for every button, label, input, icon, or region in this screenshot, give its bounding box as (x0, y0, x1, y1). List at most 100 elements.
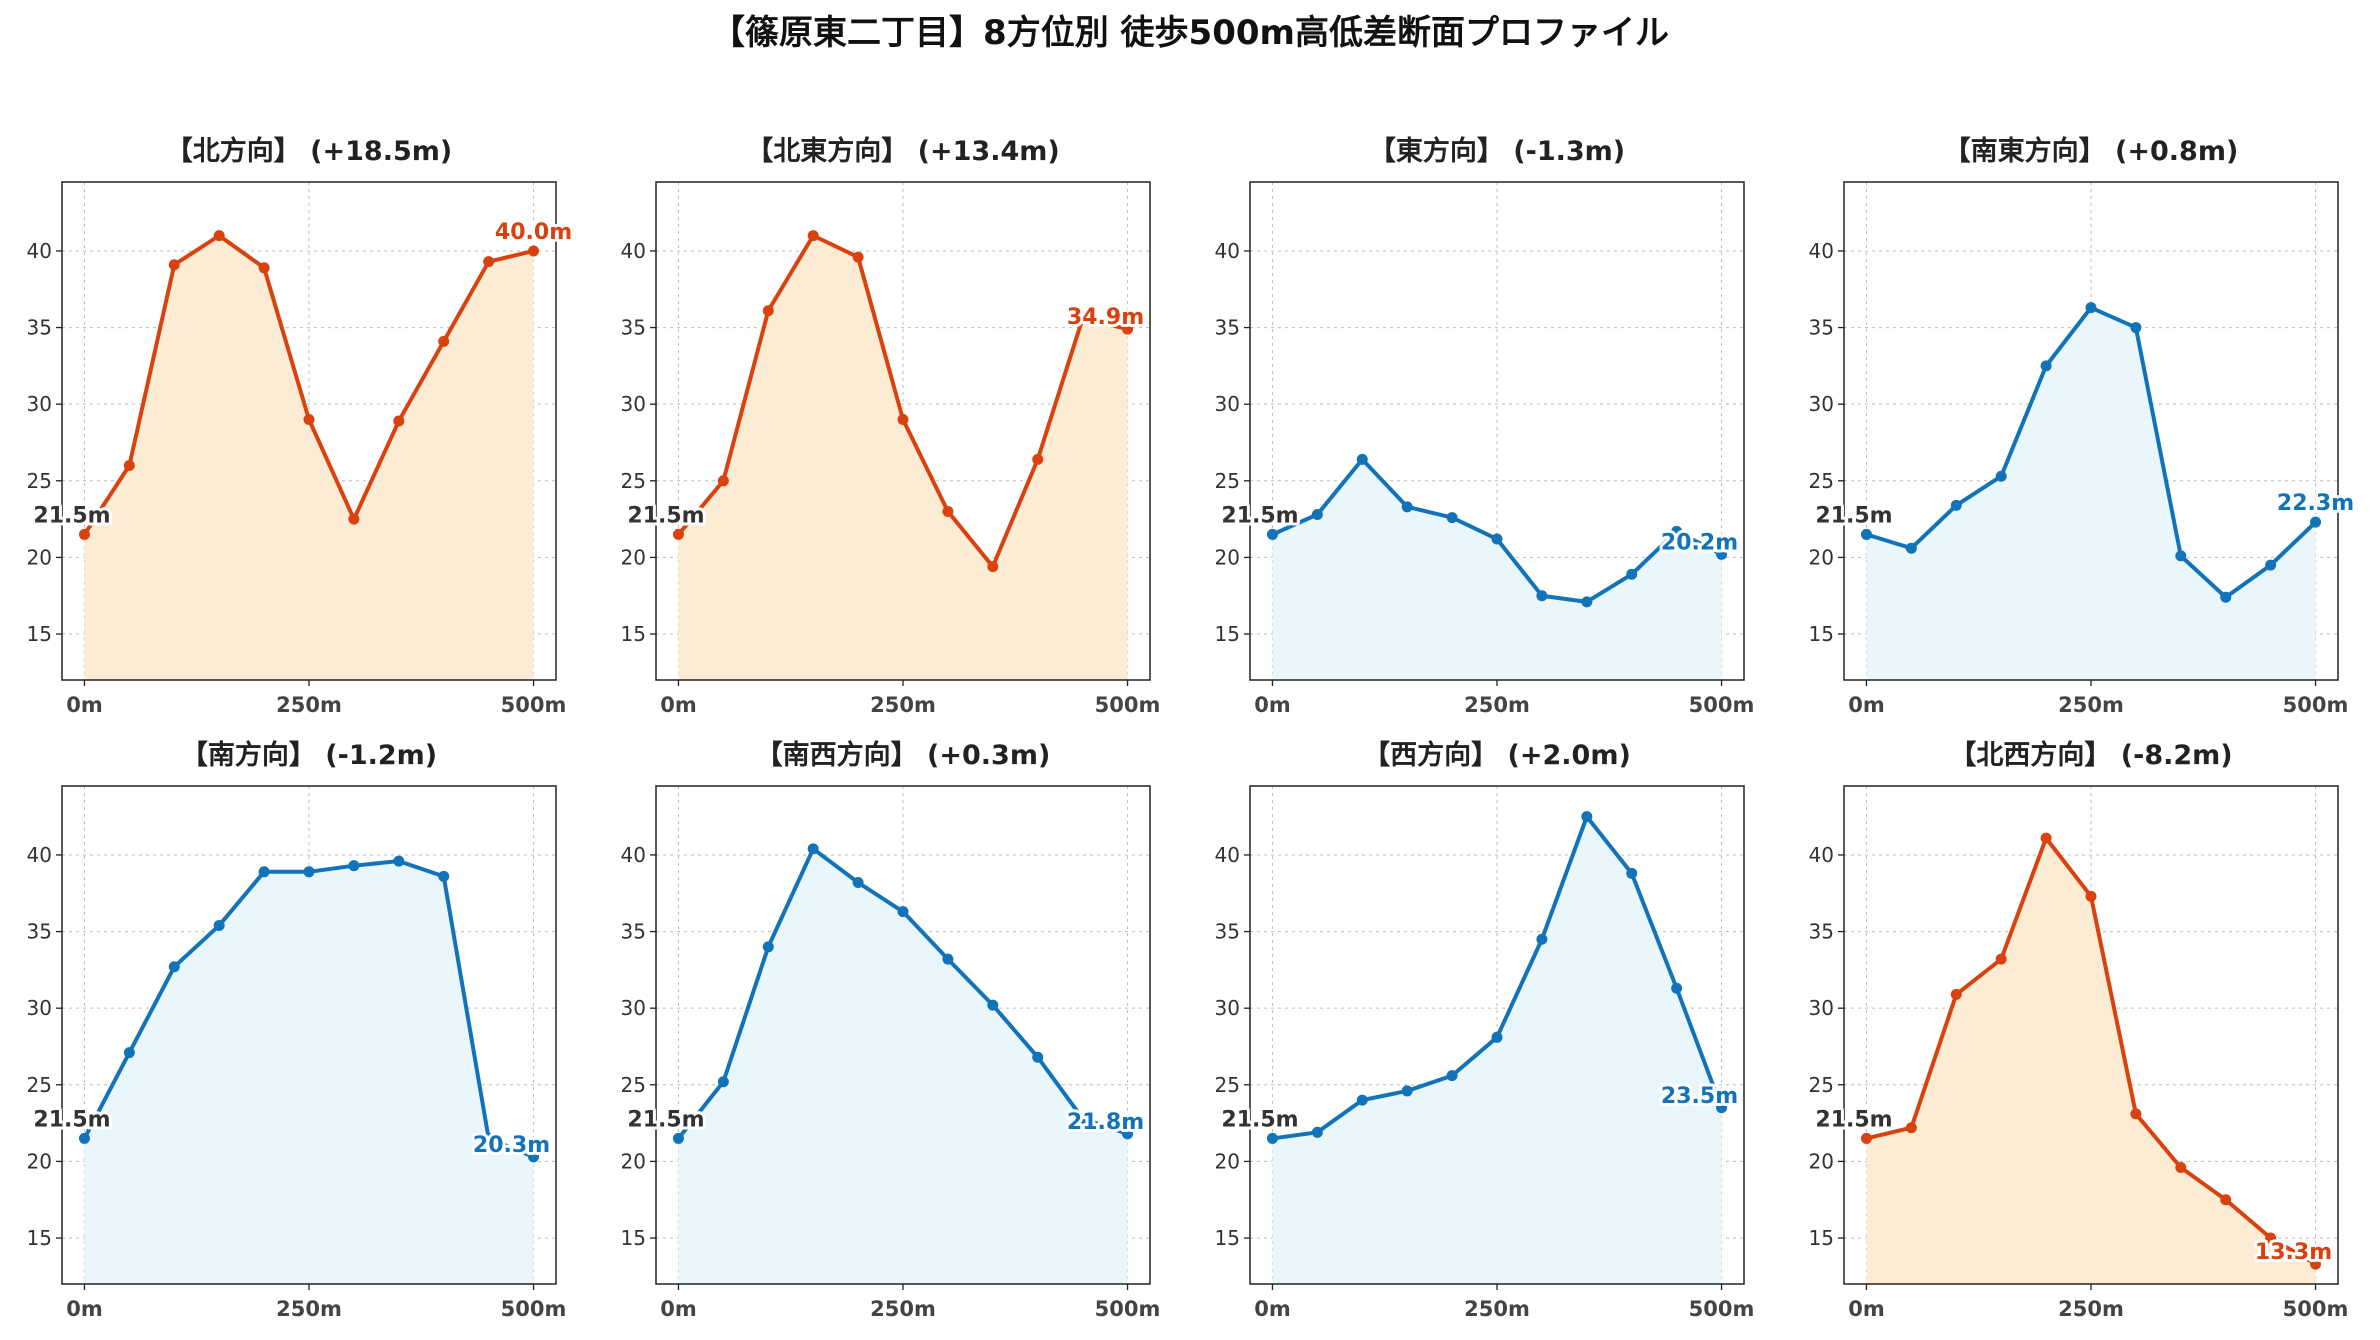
data-point (897, 414, 909, 426)
start-elevation-label: 21.5m (33, 503, 110, 528)
data-point (1626, 568, 1638, 580)
data-point (2310, 1258, 2322, 1270)
x-tick-label: 0m (660, 693, 697, 717)
data-point (2130, 322, 2142, 334)
y-tick-label: 25 (27, 469, 52, 493)
data-point (123, 1047, 135, 1059)
profile-area (1866, 307, 2316, 680)
x-tick-label: 0m (66, 693, 103, 717)
figure-title: 【篠原東二丁目】8方位別 徒歩500m高低差断面プロファイル (711, 13, 1669, 53)
data-point (2175, 1162, 2187, 1174)
data-point (762, 305, 774, 317)
chart-panel: 【北西方向】 (-8.2m) 15 20 25 30 35 40 0m 250m 500m 21.5… (1809, 739, 2349, 1321)
data-point (1356, 453, 1368, 465)
data-point (1536, 933, 1548, 945)
y-tick-label: 20 (1215, 1149, 1240, 1173)
data-point (1266, 1132, 1278, 1144)
y-tick-label: 30 (1215, 392, 1240, 416)
data-point (1311, 509, 1323, 521)
y-tick-label: 20 (1809, 1149, 1834, 1173)
x-tick-label: 250m (2058, 1297, 2124, 1321)
y-tick-label: 30 (27, 392, 52, 416)
data-point (1905, 1122, 1917, 1134)
y-tick-label: 20 (621, 1149, 646, 1173)
data-point (2040, 360, 2052, 372)
data-point (2085, 890, 2097, 902)
chart-panel: 【北方向】 (+18.5m) 15 20 25 30 35 40 0m 250m 500m 21.5… (27, 135, 576, 717)
start-elevation-label: 21.5m (627, 503, 704, 528)
y-tick-label: 25 (27, 1073, 52, 1097)
x-tick-label: 0m (1848, 1297, 1885, 1321)
y-tick-label: 20 (27, 545, 52, 569)
data-point (1266, 528, 1278, 540)
data-point (1122, 1128, 1134, 1140)
end-elevation-label: 20.2m (1661, 530, 1738, 555)
data-point (258, 262, 270, 274)
data-point (987, 999, 999, 1011)
data-point (1446, 1070, 1458, 1082)
panel-title: 【北東方向】 (+13.4m) (746, 135, 1059, 167)
panel-title: 【西方向】 (+2.0m) (1363, 739, 1631, 771)
data-point (483, 256, 495, 268)
start-elevation-label: 21.5m (1221, 1107, 1298, 1132)
data-point (942, 953, 954, 965)
y-tick-label: 25 (1809, 1073, 1834, 1097)
y-tick-label: 35 (27, 316, 52, 340)
data-point (1536, 590, 1548, 602)
data-point (1077, 312, 1089, 324)
profile-area (678, 235, 1128, 680)
y-tick-label: 15 (1809, 1226, 1834, 1250)
y-tick-label: 35 (621, 920, 646, 944)
y-tick-label: 30 (621, 392, 646, 416)
data-point (303, 414, 315, 426)
panel-title: 【東方向】 (-1.3m) (1369, 135, 1625, 167)
profile-area (1866, 838, 2316, 1284)
data-point (1626, 867, 1638, 879)
y-tick-label: 15 (27, 1226, 52, 1250)
x-tick-label: 250m (870, 693, 936, 717)
data-point (717, 475, 729, 487)
data-point (1716, 1102, 1728, 1114)
y-tick-label: 35 (1809, 316, 1834, 340)
data-point (168, 259, 180, 271)
start-elevation-label: 21.5m (33, 1107, 110, 1132)
data-point (348, 860, 360, 872)
data-point (78, 1132, 90, 1144)
x-tick-label: 500m (1689, 1297, 1755, 1321)
y-tick-label: 25 (1809, 469, 1834, 493)
y-tick-label: 30 (1215, 996, 1240, 1020)
data-point (213, 919, 225, 931)
data-point (2220, 1194, 2232, 1206)
data-point (1716, 548, 1728, 560)
data-point (1995, 470, 2007, 482)
data-point (1671, 525, 1683, 537)
end-elevation-label: 23.5m (1661, 1084, 1738, 1109)
data-point (438, 335, 450, 347)
y-tick-label: 40 (27, 843, 52, 867)
data-point (2265, 559, 2277, 571)
data-point (1491, 533, 1503, 545)
data-point (807, 843, 819, 855)
y-tick-label: 40 (621, 843, 646, 867)
data-point (1950, 988, 1962, 1000)
x-tick-label: 500m (2283, 693, 2349, 717)
data-point (1122, 323, 1134, 335)
data-point (303, 866, 315, 878)
y-tick-label: 35 (27, 920, 52, 944)
data-point (672, 528, 684, 540)
x-tick-label: 250m (2058, 693, 2124, 717)
end-elevation-label: 21.8m (1067, 1110, 1144, 1135)
data-point (1995, 953, 2007, 965)
x-tick-label: 500m (1095, 693, 1161, 717)
data-point (1905, 542, 1917, 554)
data-point (1401, 501, 1413, 513)
x-tick-label: 500m (501, 1297, 567, 1321)
panel-title: 【南東方向】 (+0.8m) (1944, 135, 2239, 167)
data-point (852, 877, 864, 889)
profile-area (678, 848, 1128, 1284)
data-point (1311, 1126, 1323, 1138)
x-tick-label: 250m (870, 1297, 936, 1321)
data-point (2085, 302, 2097, 314)
y-tick-label: 20 (1809, 545, 1834, 569)
